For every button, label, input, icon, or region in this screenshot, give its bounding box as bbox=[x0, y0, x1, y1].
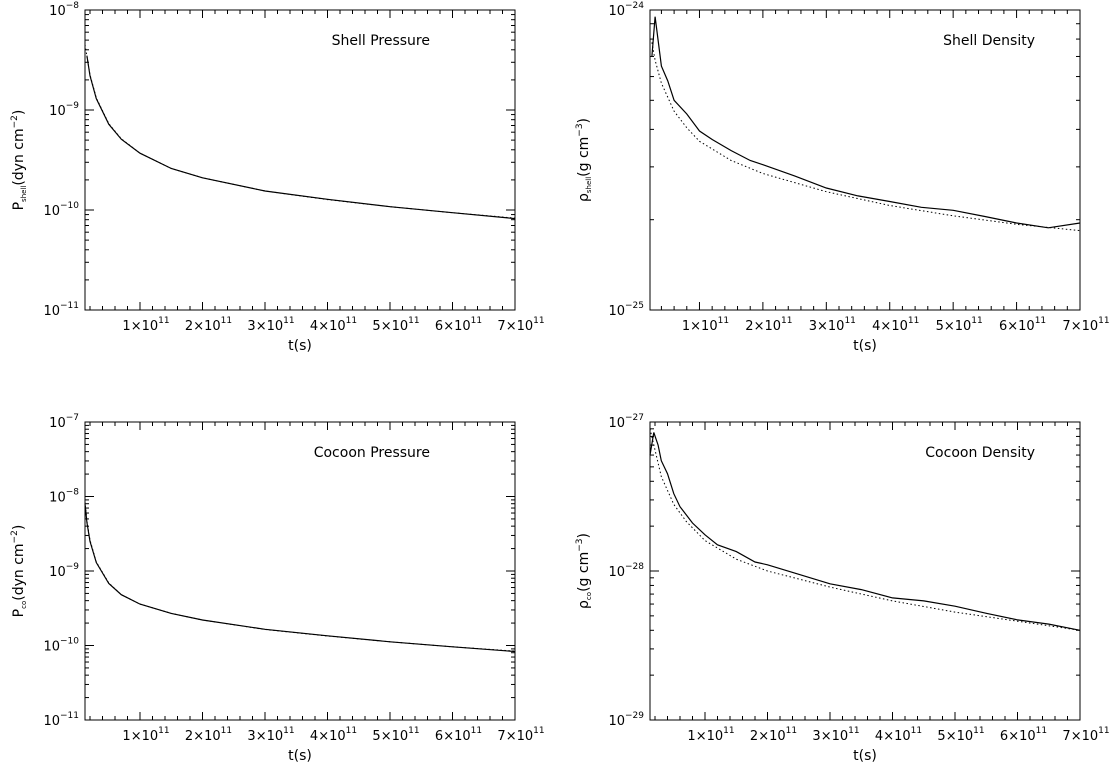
plot-frame bbox=[649, 421, 1081, 721]
series-line-simulation bbox=[649, 432, 1081, 631]
x-axis-label: t(s) bbox=[853, 748, 877, 764]
y-tick-label: 10−27 bbox=[608, 413, 644, 431]
series-line-fit bbox=[84, 44, 516, 219]
panel-annotation: Shell Density bbox=[943, 33, 1035, 49]
series-line-simulation bbox=[86, 55, 516, 220]
chart-panel-2: 10−24 10−25 1×1011 2×1011 3×1011 4×1011 5×1011… bbox=[575, 1, 1110, 354]
panel-annotation: Cocoon Pressure bbox=[314, 445, 430, 461]
x-tick-label: 2×1011 bbox=[185, 316, 232, 334]
x-tick-label: 2×1011 bbox=[745, 316, 792, 334]
y-tick-label: 10−10 bbox=[43, 201, 79, 219]
x-tick-label: 3×1011 bbox=[809, 316, 856, 334]
x-tick-label: 7×1011 bbox=[497, 316, 544, 334]
series-line-simulation bbox=[84, 503, 516, 653]
plot-frame bbox=[84, 421, 516, 721]
x-tick-label: 4×1011 bbox=[310, 316, 357, 334]
plot-frame bbox=[84, 9, 516, 311]
x-axis-label: t(s) bbox=[288, 338, 312, 354]
y-tick-label: 10−11 bbox=[43, 711, 79, 729]
y-tick-label: 10−11 bbox=[43, 301, 79, 319]
y-axis-label: ρco(g cm−3) bbox=[575, 533, 593, 609]
y-tick-label: 10−29 bbox=[608, 711, 644, 729]
x-tick-label: 1×1011 bbox=[682, 316, 729, 334]
chart-panel-3: 10−7 10−8 10−9 10−10 10−11 1×1011 2×1011 3×1011… bbox=[10, 413, 545, 764]
panel-annotation: Cocoon Density bbox=[925, 445, 1035, 461]
x-tick-label: 2×1011 bbox=[750, 726, 797, 744]
y-tick-label: 10−24 bbox=[608, 1, 644, 19]
y-tick-label: 10−9 bbox=[49, 562, 79, 580]
x-tick-label: 5×1011 bbox=[937, 726, 984, 744]
x-tick-label: 1×1011 bbox=[122, 726, 169, 744]
x-tick-label: 4×1011 bbox=[875, 726, 922, 744]
x-tick-label: 6×1011 bbox=[1000, 726, 1047, 744]
x-tick-label: 5×1011 bbox=[936, 316, 983, 334]
x-tick-label: 4×1011 bbox=[872, 316, 919, 334]
y-tick-label: 10−8 bbox=[49, 1, 79, 19]
series-line-simulation bbox=[651, 16, 1081, 229]
y-tick-label: 10−7 bbox=[49, 413, 79, 431]
plot-frame bbox=[649, 9, 1081, 311]
series-line-fit bbox=[651, 42, 1081, 232]
x-tick-label: 6×1011 bbox=[999, 316, 1046, 334]
x-tick-label: 7×1011 bbox=[1062, 726, 1109, 744]
y-tick-label: 10−9 bbox=[49, 101, 79, 119]
x-tick-label: 5×1011 bbox=[372, 726, 419, 744]
x-tick-label: 3×1011 bbox=[247, 316, 294, 334]
x-tick-label: 7×1011 bbox=[1062, 316, 1109, 334]
y-axis-label: Pco(dyn cm−2) bbox=[10, 525, 28, 618]
chart-panel-4: 10−27 10−28 10−29 1×1011 2×1011 3×1011 4×1011 5… bbox=[575, 413, 1110, 764]
y-tick-label: 10−28 bbox=[608, 562, 644, 580]
x-tick-label: 6×1011 bbox=[435, 316, 482, 334]
x-tick-label: 1×1011 bbox=[687, 726, 734, 744]
series-line-fit bbox=[84, 501, 516, 652]
x-tick-label: 5×1011 bbox=[372, 316, 419, 334]
x-axis-label: t(s) bbox=[288, 748, 312, 764]
x-tick-label: 2×1011 bbox=[185, 726, 232, 744]
series-line-fit bbox=[649, 428, 1081, 631]
x-tick-label: 1×1011 bbox=[122, 316, 169, 334]
panel-annotation: Shell Pressure bbox=[332, 33, 430, 49]
y-axis-label: ρshell(g cm−3) bbox=[575, 118, 593, 202]
x-axis-label: t(s) bbox=[853, 338, 877, 354]
y-axis-label: Pshell(dyn cm−2) bbox=[10, 110, 28, 211]
x-tick-label: 3×1011 bbox=[812, 726, 859, 744]
x-tick-label: 4×1011 bbox=[310, 726, 357, 744]
x-tick-label: 6×1011 bbox=[435, 726, 482, 744]
x-tick-label: 7×1011 bbox=[497, 726, 544, 744]
y-tick-label: 10−10 bbox=[43, 637, 79, 655]
y-tick-label: 10−25 bbox=[608, 301, 644, 319]
x-tick-label: 3×1011 bbox=[247, 726, 294, 744]
chart-panel-1: 10−8 10−9 10−10 10−11 1×1011 2×1011 3×1011 4×10… bbox=[10, 1, 545, 354]
y-tick-label: 10−8 bbox=[49, 488, 79, 506]
